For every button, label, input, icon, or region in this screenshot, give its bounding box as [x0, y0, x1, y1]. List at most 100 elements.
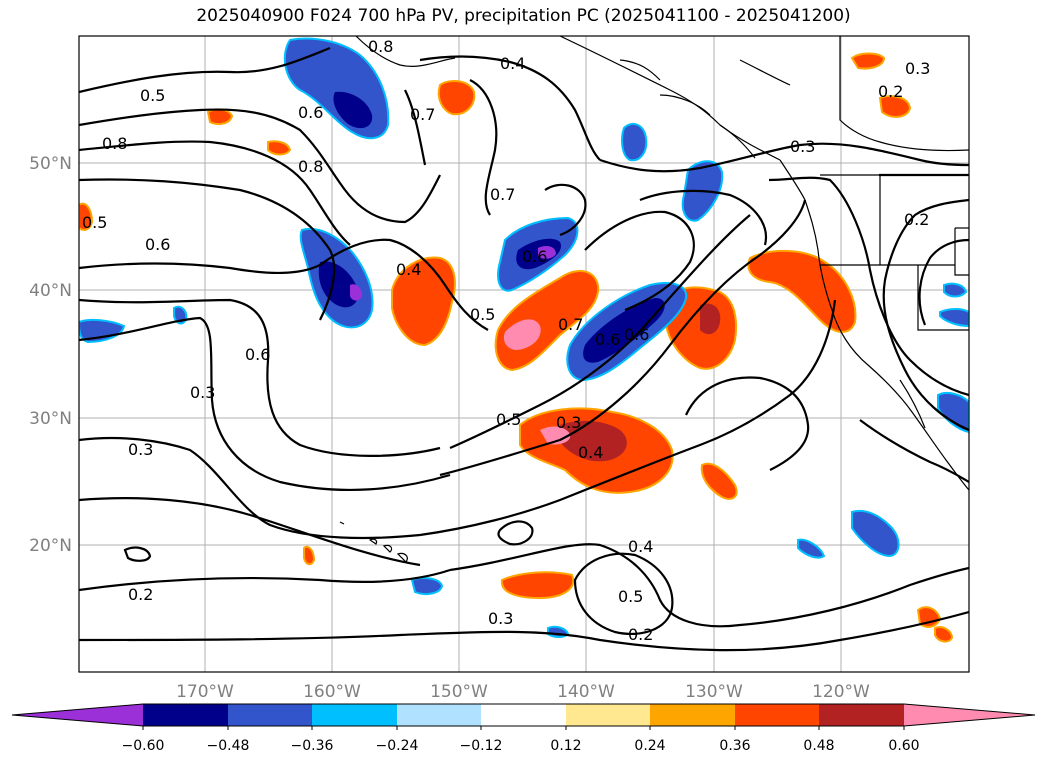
contour-label: 0.6	[624, 325, 649, 344]
map-title: 2025040900 F024 700 hPa PV, precipitatio…	[196, 6, 851, 26]
colorbar-segment	[735, 704, 819, 726]
coastlines	[355, 36, 969, 491]
colorbar-tick-label: −0.60	[122, 738, 165, 754]
colorbar: −0.60 −0.48 −0.36 −0.24 −0.12 0.12 0.24 …	[11, 703, 1036, 754]
colorbar-extend-high	[904, 704, 1035, 726]
contour-label: 0.5	[496, 410, 521, 429]
precip-neg-north-1	[621, 122, 648, 162]
contour-label: 0.6	[595, 330, 620, 349]
precip-area-north-1	[437, 79, 476, 116]
contour-label: 0.5	[470, 305, 495, 324]
colorbar-tick-label: 0.48	[803, 738, 834, 754]
contour-label: 0.7	[410, 105, 435, 124]
contour-label: 0.8	[298, 157, 323, 176]
contour-label: 0.2	[128, 585, 153, 604]
colorbar-segment	[650, 704, 735, 726]
map-area: 0.8 0.4 0.3 0.5 0.7 0.2 0.8 0.6 0.5 0.6 …	[78, 35, 970, 673]
contour-label: 0.8	[368, 37, 393, 56]
precip-area-northeast-1	[850, 52, 886, 70]
precip-neg-south-1	[410, 577, 444, 595]
lon-label: 140°W	[557, 682, 615, 702]
contour-label: 0.3	[790, 137, 815, 156]
precip-area-west-2	[267, 140, 292, 156]
colorbar-tick-label: 0.24	[634, 738, 665, 754]
precip-neg-west-2	[79, 318, 126, 344]
precip-area-northeast-2	[878, 95, 912, 118]
colorbar-tick-label: −0.48	[207, 738, 250, 754]
precip-neg-east-4	[943, 282, 968, 298]
contour-label: 0.2	[904, 210, 929, 229]
precip-area-coast-1	[747, 250, 857, 333]
lon-label: 150°W	[430, 682, 488, 702]
precip-negative-areas	[79, 37, 969, 638]
precip-peak-central-pacific-1	[540, 426, 571, 445]
contour-label: 0.4	[500, 54, 525, 73]
contour-label: 0.4	[628, 537, 653, 556]
lon-label: 130°W	[685, 682, 743, 702]
precip-neg-east-3	[939, 308, 969, 328]
contour-label: 0.2	[628, 625, 653, 644]
precip-area-west-1	[206, 108, 234, 125]
precip-core-northeast-pacific	[700, 303, 721, 335]
contour-label: 0.4	[578, 443, 603, 462]
lon-label: 120°W	[812, 682, 870, 702]
contour-label: 0.3	[905, 59, 930, 78]
precip-core-midlatitude-1	[503, 319, 541, 350]
pv-contours	[79, 46, 969, 652]
precip-neg-south-3	[797, 538, 826, 559]
contour-label: 0.3	[190, 383, 215, 402]
contour-label: 0.6	[245, 345, 270, 364]
colorbar-tick-label: −0.12	[460, 738, 503, 754]
colorbar-tick-label: −0.36	[291, 738, 334, 754]
colorbar-segment	[143, 704, 228, 726]
contour-label: 0.6	[522, 247, 547, 266]
contour-label: 0.6	[298, 103, 323, 122]
colorbar-segment	[397, 704, 481, 726]
map-frame	[78, 35, 970, 673]
lat-label: 40°N	[29, 281, 72, 301]
precip-area-subtropics-2	[700, 462, 738, 500]
lon-label: 160°W	[303, 682, 361, 702]
contour-label: 0.5	[82, 213, 107, 232]
colorbar-tick-label: 0.12	[550, 738, 581, 754]
contour-label: 0.5	[140, 86, 165, 105]
precip-area-west-pacific	[391, 256, 456, 347]
precip-neg-east-1	[851, 509, 900, 558]
lat-label: 50°N	[29, 154, 72, 174]
precip-neg-gulf-alaska-core	[333, 91, 373, 129]
contour-labels: 0.8 0.4 0.3 0.5 0.7 0.2 0.8 0.6 0.5 0.6 …	[82, 37, 930, 644]
contour-label: 0.3	[128, 440, 153, 459]
lat-label: 20°N	[29, 536, 72, 556]
contour-label: 0.6	[145, 235, 170, 254]
contour-label: 0.4	[396, 260, 421, 279]
colorbar-tick-label: 0.36	[719, 738, 750, 754]
contour-label: 0.3	[556, 413, 581, 432]
colorbar-segment	[566, 704, 650, 726]
precip-neg-west-1-peak	[350, 284, 362, 301]
colorbar-segment	[312, 704, 397, 726]
precip-area-southeast-2	[934, 626, 954, 643]
colorbar-tick-label: −0.24	[376, 738, 419, 754]
longitude-labels: 170°W 160°W 150°W 140°W 130°W 120°W	[176, 682, 870, 702]
colorbar-tick-label: 0.60	[888, 738, 919, 754]
lon-label: 170°W	[176, 682, 234, 702]
contour-label: 0.3	[488, 609, 513, 628]
precip-area-subtropics-1	[500, 571, 575, 600]
contour-label: 0.7	[558, 315, 583, 334]
latitude-labels: 50°N 40°N 30°N 20°N	[29, 154, 72, 556]
hawaii-islands	[339, 521, 408, 563]
contour-label: 0.8	[102, 134, 127, 153]
contour-label: 0.5	[618, 587, 643, 606]
colorbar-segment	[819, 704, 904, 726]
precip-area-hawaii-1	[303, 545, 316, 566]
colorbar-extend-low	[12, 704, 143, 726]
precip-area-west-edge	[79, 202, 94, 231]
colorbar-segment	[228, 704, 312, 726]
precip-neg-midlatitude-peak	[538, 246, 556, 259]
precip-neg-central-band-core	[583, 298, 665, 363]
lat-label: 30°N	[29, 409, 72, 429]
contour-label: 0.7	[490, 185, 515, 204]
contour-label: 0.2	[878, 82, 903, 101]
colorbar-segment	[481, 704, 566, 726]
